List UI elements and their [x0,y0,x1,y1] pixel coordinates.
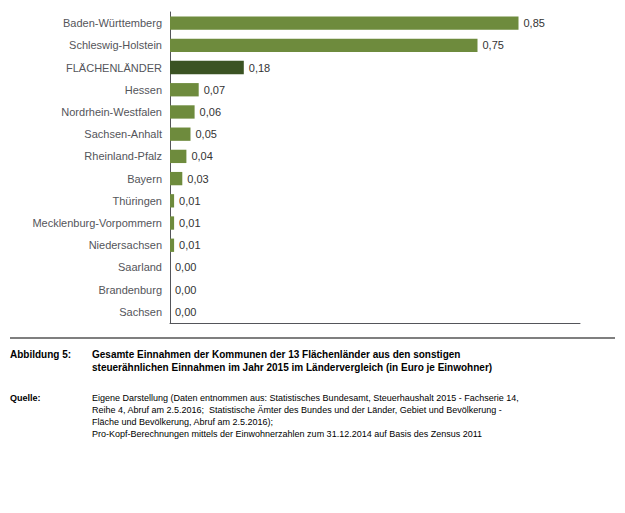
svg-text:0,04: 0,04 [191,150,212,162]
svg-text:Nordrhein-Westfalen: Nordrhein-Westfalen [61,106,162,118]
svg-text:0,06: 0,06 [200,106,221,118]
svg-text:0,01: 0,01 [179,195,200,207]
svg-text:Eigene Darstellung (Daten entn: Eigene Darstellung (Daten entnommen aus:… [92,393,519,403]
svg-text:Sachsen-Anhalt: Sachsen-Anhalt [84,128,162,140]
svg-text:0,00: 0,00 [175,306,196,318]
svg-text:Mecklenburg-Vorpommern: Mecklenburg-Vorpommern [32,217,162,229]
svg-text:Sachsen: Sachsen [119,306,162,318]
svg-text:Rheinland-Pfalz: Rheinland-Pfalz [84,150,162,162]
svg-text:0,07: 0,07 [204,84,225,96]
svg-text:Brandenburg: Brandenburg [98,284,162,296]
svg-text:Fläche und Bevölkerung, Abruf: Fläche und Bevölkerung, Abruf am 2.5.201… [92,417,273,427]
svg-text:0,18: 0,18 [249,62,270,74]
svg-text:0,00: 0,00 [175,261,196,273]
svg-text:Niedersachsen: Niedersachsen [89,239,162,251]
svg-text:Pro-Kopf-Berechnungen mittels: Pro-Kopf-Berechnungen mittels der Einwoh… [92,429,482,439]
svg-text:Hessen: Hessen [125,84,162,96]
svg-text:Reihe 4, Abruf am 2.5.2016; S: Reihe 4, Abruf am 2.5.2016; Statistische… [92,405,502,415]
svg-text:Saarland: Saarland [118,261,162,273]
svg-text:Thüringen: Thüringen [112,195,162,207]
svg-text:0,01: 0,01 [179,217,200,229]
svg-text:Quelle:: Quelle: [10,393,41,403]
svg-text:0,03: 0,03 [187,173,208,185]
svg-text:Abbildung 5:: Abbildung 5: [10,349,71,360]
svg-text:Baden-Württemberg: Baden-Württemberg [63,17,162,29]
svg-text:0,85: 0,85 [524,17,545,29]
svg-text:Bayern: Bayern [127,173,162,185]
svg-text:FLÄCHENLÄNDER: FLÄCHENLÄNDER [66,62,162,74]
svg-text:steuerähnlichen Einnahmen im J: steuerähnlichen Einnahmen im Jahr 2015 i… [92,362,492,373]
svg-text:Gesamte Einnahmen der Kommunen: Gesamte Einnahmen der Kommunen der 13 Fl… [92,349,460,360]
svg-text:0,01: 0,01 [179,239,200,251]
svg-text:Schleswig-Holstein: Schleswig-Holstein [69,39,162,51]
svg-text:0,05: 0,05 [196,128,217,140]
svg-text:0,75: 0,75 [483,39,504,51]
svg-text:0,00: 0,00 [175,284,196,296]
